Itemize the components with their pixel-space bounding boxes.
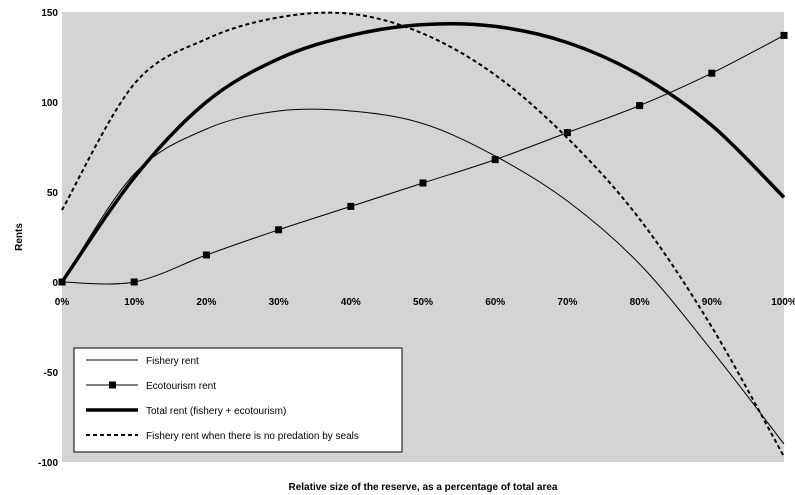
- y-tick-label: 100: [41, 98, 58, 109]
- series-line-0: [61, 108, 785, 445]
- x-tick-label: 60%: [485, 297, 505, 308]
- legend-label: Fishery rent when there is no predation …: [146, 431, 359, 442]
- ecotourism-point: [563, 129, 571, 137]
- ecotourism-point: [347, 202, 355, 210]
- legend: Fishery rent Ecotourism rent Total rent (f…: [73, 347, 403, 453]
- x-tick-label: 100%: [771, 297, 795, 308]
- x-tick-label: 50%: [413, 297, 433, 308]
- legend-label: Ecotourism rent: [146, 381, 216, 392]
- legend-box: [73, 347, 403, 453]
- x-tick-label: 0%: [55, 297, 70, 308]
- x-tick-label: 40%: [341, 297, 361, 308]
- legend-label: Fishery rent: [146, 356, 199, 367]
- ecotourism-point: [708, 69, 716, 77]
- legend-label: Total rent (fishery + ecotourism): [146, 406, 286, 417]
- x-tick-label: 30%: [269, 297, 289, 308]
- x-tick-label: 80%: [630, 297, 650, 308]
- y-tick-label: 0: [52, 278, 58, 289]
- x-axis-title: Relative size of the reserve, as a perce…: [288, 482, 557, 493]
- series-line-2: [60, 21, 786, 283]
- x-tick-label: 20%: [196, 297, 216, 308]
- x-tick-label: 10%: [124, 297, 144, 308]
- x-tick-label: 90%: [702, 297, 722, 308]
- ecotourism-point: [491, 156, 499, 164]
- ecotourism-point: [130, 278, 138, 286]
- x-tick-label: 70%: [557, 297, 577, 308]
- ecotourism-point: [275, 226, 283, 234]
- y-tick-label: 150: [41, 8, 58, 19]
- ecotourism-point: [780, 31, 788, 39]
- y-tick-label: -100: [38, 458, 58, 469]
- legend-marker: [109, 381, 116, 389]
- ecotourism-point: [419, 179, 427, 187]
- ecotourism-point: [58, 278, 66, 286]
- ecotourism-point: [202, 251, 210, 259]
- y-tick-label: -50: [44, 368, 59, 379]
- y-tick-label: 50: [47, 188, 59, 199]
- ecotourism-point: [636, 102, 644, 110]
- series-line-3: [61, 11, 785, 458]
- y-axis-title: Rents: [14, 223, 25, 251]
